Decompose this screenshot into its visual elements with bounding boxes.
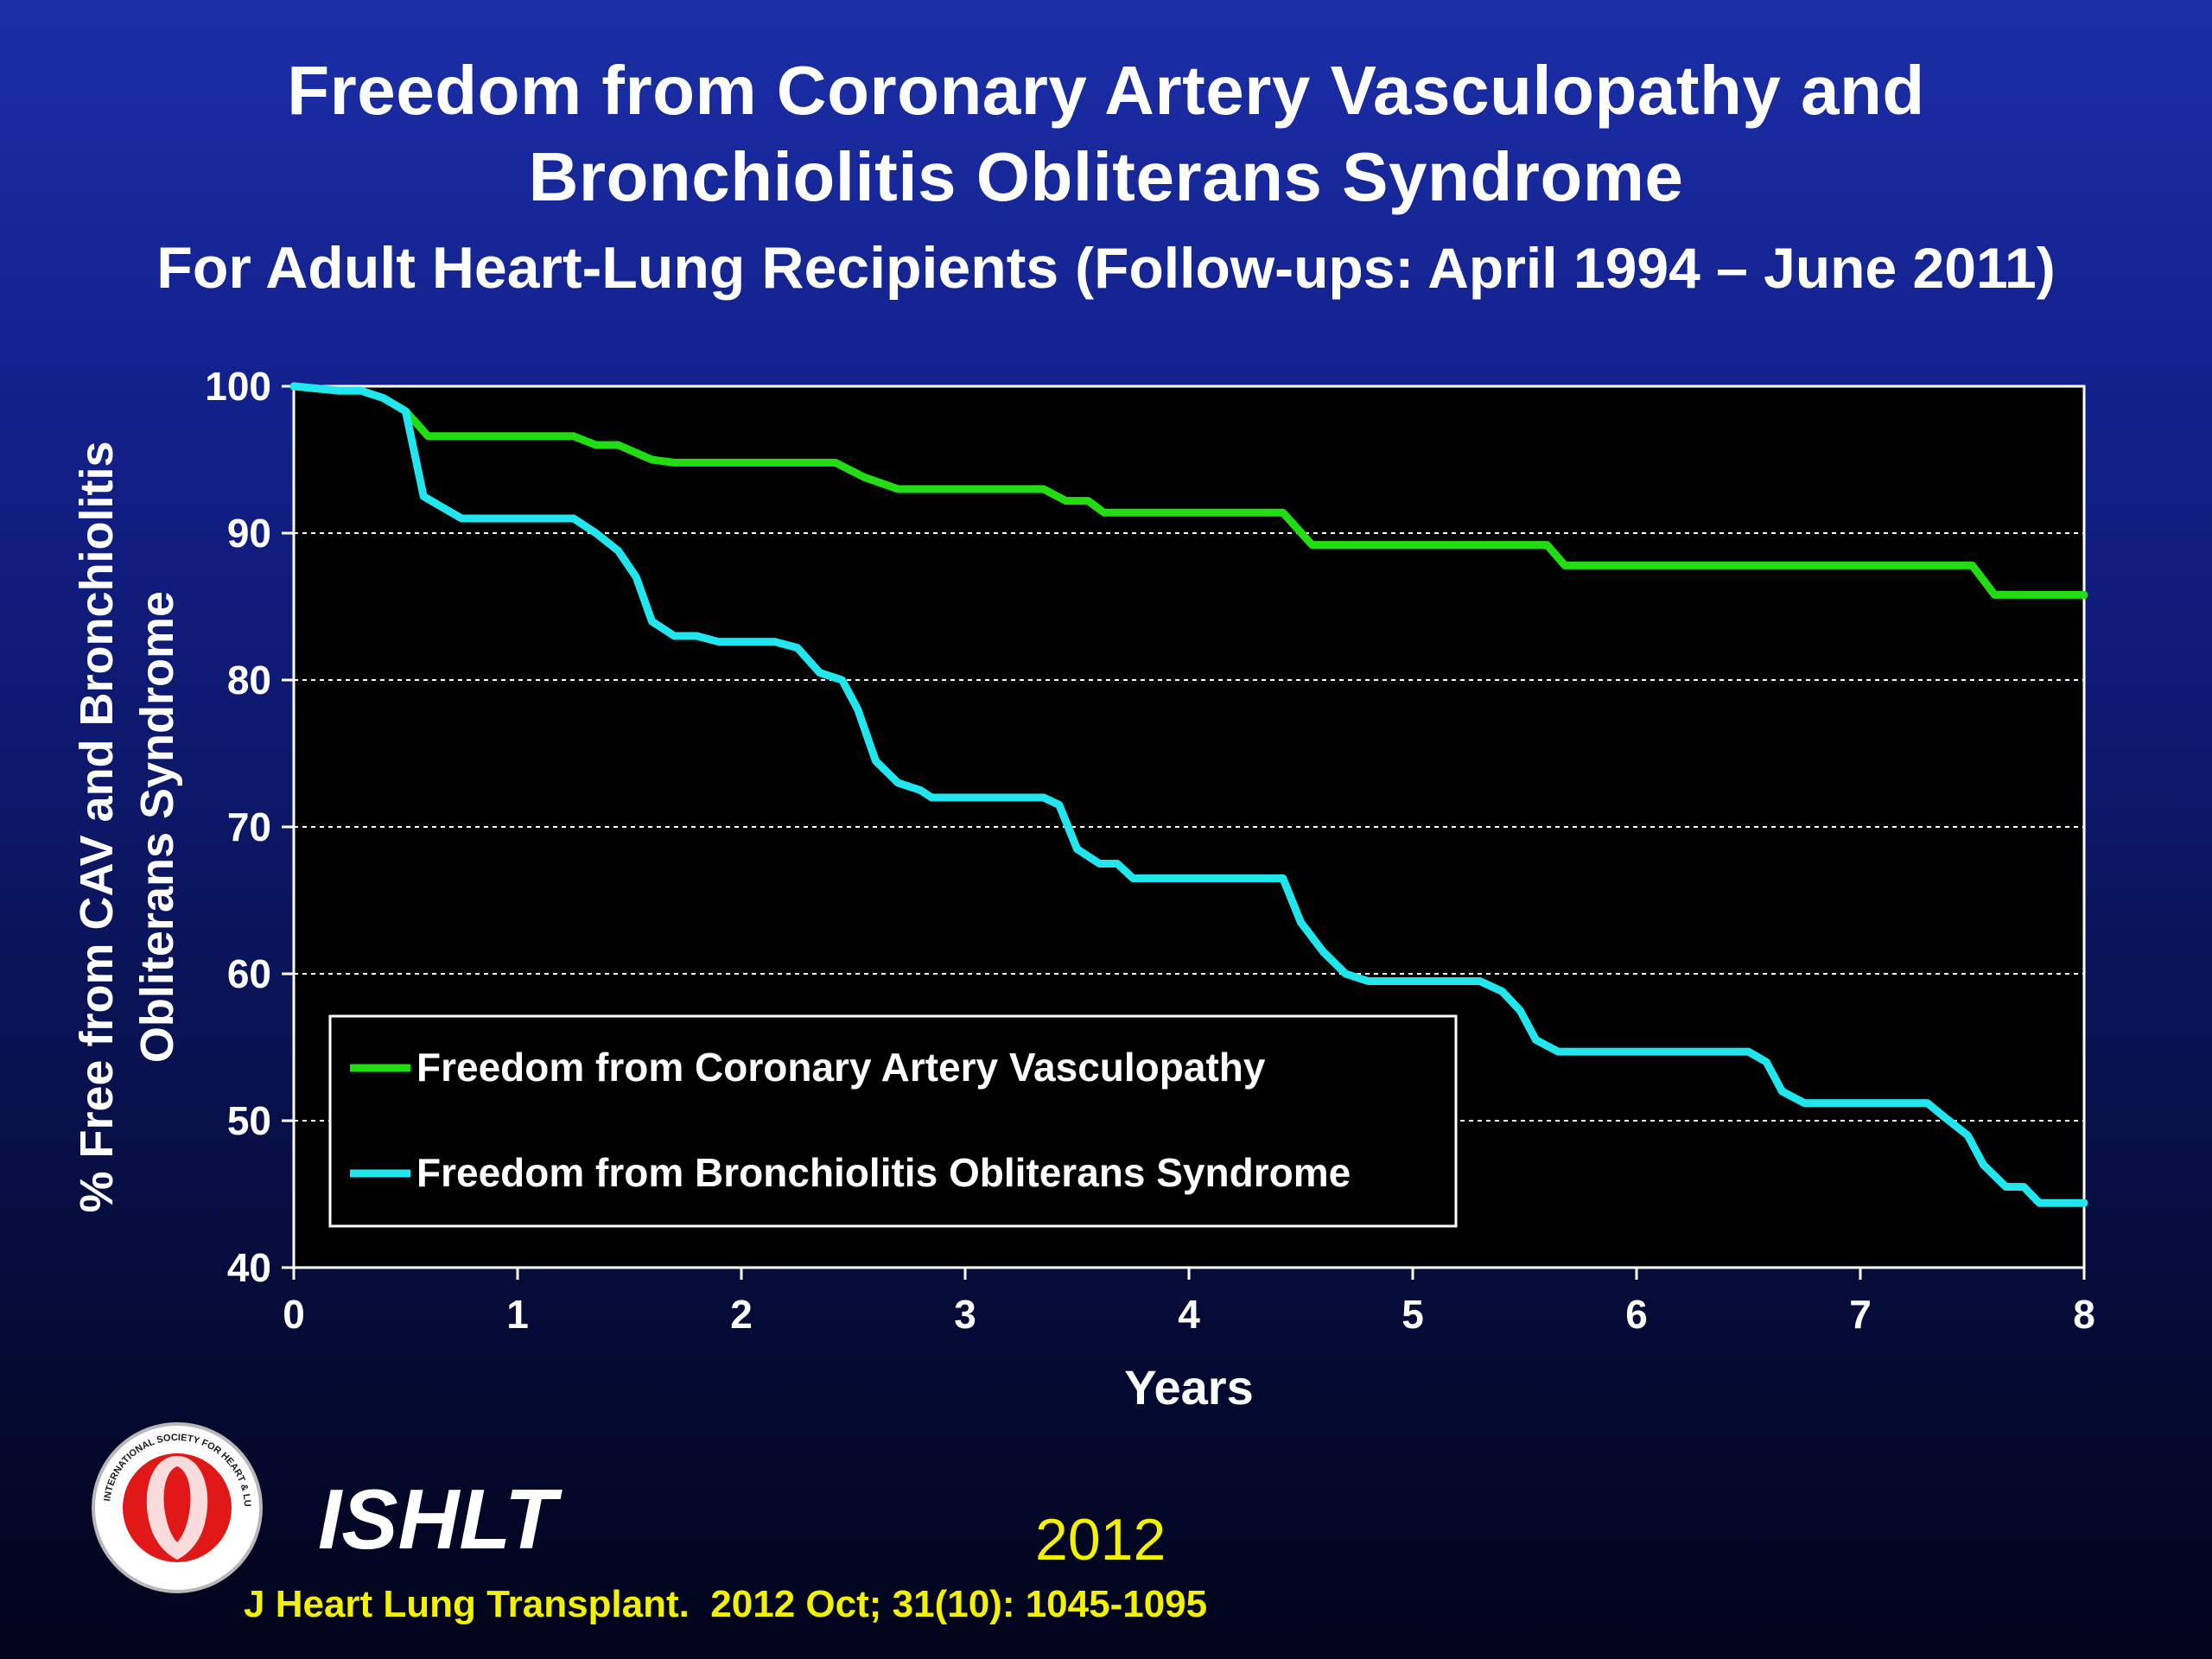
- x-tick-label: 0: [283, 1292, 305, 1337]
- x-axis-label: Years: [1124, 1360, 1254, 1414]
- x-tick-label: 3: [954, 1292, 976, 1337]
- legend: Freedom from Coronary Artery Vasculopath…: [328, 1014, 1458, 1228]
- axes: 40 50 60 70 80 90 100 0 1 2 3 4 5 6 7 8: [205, 364, 2095, 1337]
- x-tick-label: 8: [2073, 1292, 2095, 1337]
- subtitle-followup: (Follow-ups: April 1994 – June 2011): [1075, 236, 2056, 300]
- subtitle-main: For Adult Heart-Lung Recipients: [156, 235, 1059, 301]
- org-name: ISHLT: [318, 1471, 556, 1567]
- y-tick-label: 90: [227, 511, 271, 556]
- x-tick-label: 7: [1849, 1292, 1872, 1337]
- y-tick-label: 60: [227, 951, 271, 996]
- x-tick-label: 1: [506, 1292, 529, 1337]
- x-tick-label: 4: [1178, 1292, 1200, 1337]
- y-axis-label-line1: % Free from CAV and Bronchiolitis: [71, 441, 123, 1212]
- ishlt-seal-logo: INTERNATIONAL SOCIETY FOR HEART & LUNG T…: [91, 1421, 263, 1593]
- x-tick-label: 6: [1625, 1292, 1648, 1337]
- y-tick-label: 100: [205, 364, 271, 409]
- citation: J Heart Lung Transplant. 2012 Oct; 31(10…: [244, 1583, 1208, 1625]
- y-tick-label: 50: [227, 1098, 271, 1143]
- title-line-2: Bronchiolitis Obliterans Syndrome: [528, 138, 1684, 215]
- x-tick-label: 2: [730, 1292, 753, 1337]
- y-tick-label: 80: [227, 658, 271, 702]
- subtitle: For Adult Heart-Lung Recipients (Follow-…: [0, 220, 2212, 315]
- y-tick-label: 70: [227, 804, 271, 849]
- y-tick-label: 40: [227, 1245, 271, 1290]
- report-year: 2012: [1035, 1507, 1166, 1573]
- y-axis-label-line2: Obliterans Syndrome: [131, 591, 183, 1063]
- legend-box: [328, 1014, 1458, 1228]
- slide-title: Freedom from Coronary Artery Vasculopath…: [0, 48, 2212, 315]
- bos-series-line: [289, 382, 2088, 1207]
- legend-label: Freedom from Coronary Artery Vasculopath…: [416, 1045, 1266, 1090]
- series-lines: [289, 382, 2088, 1207]
- axis-labels: Years % Free from CAV and Bronchiolitis Ob…: [71, 441, 1254, 1414]
- legend-label: Freedom from Bronchiolitis Obliterans Sy…: [416, 1150, 1351, 1195]
- x-tick-label: 5: [1402, 1292, 1424, 1337]
- title-line-1: Freedom from Coronary Artery Vasculopath…: [287, 52, 1925, 129]
